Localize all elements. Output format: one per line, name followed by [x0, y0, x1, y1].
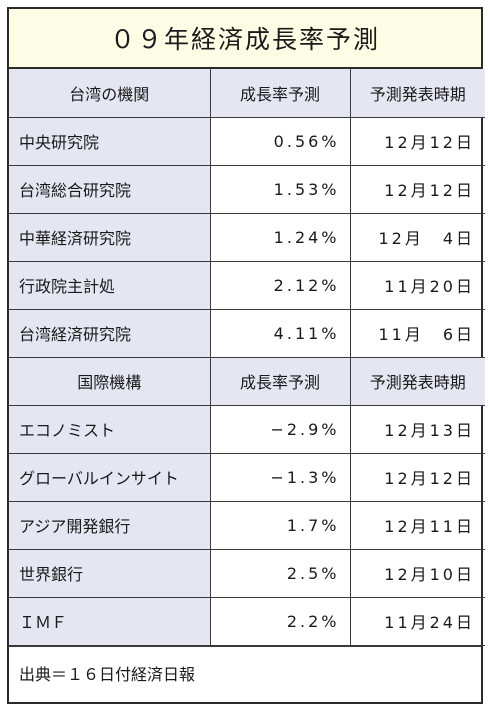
growth-rate: 4.11%: [209, 308, 351, 358]
header-release-date: 予測発表時期: [349, 69, 485, 118]
organization-name: ＩＭＦ: [9, 596, 211, 646]
table-title: ０９年経済成長率予測: [9, 9, 481, 69]
organization-name: アジア開発銀行: [9, 500, 211, 550]
release-date: 12月12日: [349, 164, 485, 214]
institution-name: 行政院主計処: [9, 260, 211, 310]
growth-rate: 0.56%: [209, 116, 351, 166]
release-date: 12月11日: [349, 500, 485, 550]
header-institution: 台湾の機関: [9, 69, 211, 118]
table-row: 台湾経済研究院 4.11% 11月 6日: [9, 308, 485, 358]
release-date: 11月 6日: [349, 308, 485, 358]
growth-rate: 2.5%: [209, 548, 351, 598]
header-growth-rate: 成長率予測: [209, 356, 351, 406]
table-row: 台湾総合研究院 1.53% 12月12日: [9, 164, 485, 214]
table-row: 行政院主計処 2.12% 11月20日: [9, 260, 485, 310]
institution-name: 中央研究院: [9, 116, 211, 166]
table-row: 中華経済研究院 1.24% 12月 4日: [9, 212, 485, 262]
organization-name: 世界銀行: [9, 548, 211, 598]
forecast-table: 台湾の機関 成長率予測 予測発表時期 中央研究院 0.56% 12月12日 台湾…: [9, 69, 485, 646]
table-row: エコノミスト −2.9% 12月13日: [9, 404, 485, 454]
growth-rate: 1.53%: [209, 164, 351, 214]
growth-rate: 2.2%: [209, 596, 351, 646]
institution-name: 台湾経済研究院: [9, 308, 211, 358]
growth-rate: −1.3%: [209, 452, 351, 502]
organization-name: グローバルインサイト: [9, 452, 211, 502]
header-organization: 国際機構: [9, 356, 211, 406]
release-date: 11月24日: [349, 596, 485, 646]
table-row: 中央研究院 0.56% 12月12日: [9, 116, 485, 166]
forecast-table-frame: ０９年経済成長率予測 台湾の機関 成長率予測 予測発表時期 中央研究院 0.56…: [7, 7, 485, 704]
release-date: 11月20日: [349, 260, 485, 310]
growth-rate: 1.24%: [209, 212, 351, 262]
organization-name: エコノミスト: [9, 404, 211, 454]
release-date: 12月 4日: [349, 212, 485, 262]
table-row: グローバルインサイト −1.3% 12月12日: [9, 452, 485, 502]
growth-rate: −2.9%: [209, 404, 351, 454]
growth-rate: 2.12%: [209, 260, 351, 310]
header-release-date: 予測発表時期: [349, 356, 485, 406]
table-row: 世界銀行 2.5% 12月10日: [9, 548, 485, 598]
release-date: 12月10日: [349, 548, 485, 598]
taiwan-header-row: 台湾の機関 成長率予測 予測発表時期: [9, 69, 485, 118]
header-growth-rate: 成長率予測: [209, 69, 351, 118]
release-date: 12月12日: [349, 116, 485, 166]
table-row: ＩＭＦ 2.2% 11月24日: [9, 596, 485, 646]
institution-name: 台湾総合研究院: [9, 164, 211, 214]
release-date: 12月13日: [349, 404, 485, 454]
growth-rate: 1.7%: [209, 500, 351, 550]
release-date: 12月12日: [349, 452, 485, 502]
institution-name: 中華経済研究院: [9, 212, 211, 262]
table-row: アジア開発銀行 1.7% 12月11日: [9, 500, 485, 550]
source-note: 出典＝１６日付経済日報: [9, 645, 481, 699]
intl-header-row: 国際機構 成長率予測 予測発表時期: [9, 356, 485, 406]
